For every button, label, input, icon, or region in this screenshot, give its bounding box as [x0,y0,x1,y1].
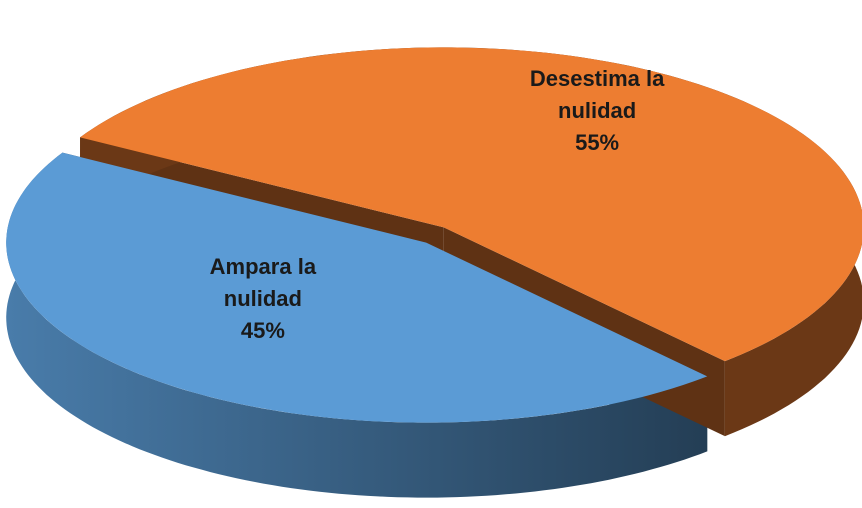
slice-wall [6,152,708,498]
pie-slice [80,47,862,362]
data-label: Ampara la nulidad 45% [178,251,348,347]
data-label: Desestima la nulidad 55% [512,63,682,159]
pie-slice [6,152,708,423]
category-label: Desestima la nulidad [529,66,665,124]
value-label: 55% [575,130,620,156]
category-label: Ampara la nulidad [209,253,317,311]
value-label: 45% [240,317,285,343]
